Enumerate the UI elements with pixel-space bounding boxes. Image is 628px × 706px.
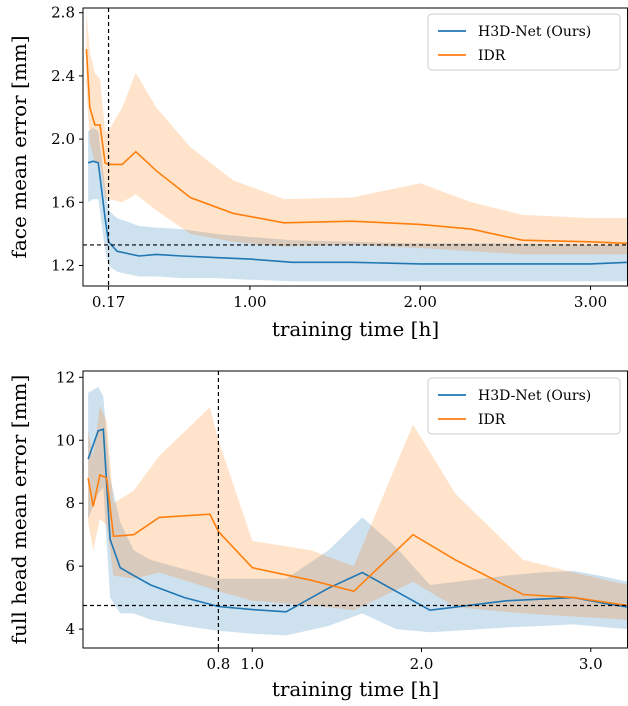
y-tick-label: 2.4: [51, 67, 75, 85]
y-axis-label: face mean error [mm]: [7, 35, 31, 258]
y-tick-label: 2.8: [51, 4, 75, 22]
x-tick-label: 0.17: [92, 293, 125, 311]
y-tick-label: 10: [56, 431, 75, 449]
legend: H3D-Net (Ours) IDR: [427, 13, 621, 71]
y-tick-label: 8: [65, 494, 75, 512]
x-tick-label: 1.0: [240, 655, 264, 673]
x-tick-label: 3.00: [574, 293, 607, 311]
y-tick-label: 1.6: [51, 193, 75, 211]
y-tick-label: 4: [65, 620, 75, 638]
series-band-1: [88, 386, 628, 636]
x-tick-label: 3.0: [579, 655, 603, 673]
y-tick-label: 12: [56, 368, 75, 386]
x-tick-label: 1.00: [233, 293, 266, 311]
legend-box: [427, 13, 621, 71]
x-tick-label: 0.8: [206, 655, 230, 673]
legend: H3D-Net (Ours) IDR: [427, 377, 621, 435]
x-tick-label: 2.00: [404, 293, 437, 311]
series-band-2: [88, 405, 628, 620]
y-tick-label: 2.0: [51, 130, 75, 148]
x-axis-label: training time [h]: [272, 317, 439, 341]
chart-2: 0.8 1.0 2.0 3.0 4 6 8 10 12 training time [h] full…: [7, 368, 628, 701]
legend-label: IDR: [478, 412, 506, 428]
series-line-2: [87, 473, 628, 607]
chart-1: 0.17 1.00 2.00 3.00 1.2 1.6 2.0 2.4 2.8 training …: [7, 4, 628, 341]
legend-box: [427, 377, 621, 435]
y-axis-label: full head mean error [mm]: [7, 375, 31, 645]
y-tick-label: 1.2: [51, 256, 75, 274]
x-axis-label: training time [h]: [272, 677, 439, 701]
y-tick-label: 6: [65, 557, 75, 575]
legend-label: H3D-Net (Ours): [478, 388, 591, 404]
x-tick-label: 2.0: [410, 655, 434, 673]
series-line-2: [85, 49, 628, 245]
series-line-1: [87, 160, 628, 265]
legend-label: IDR: [478, 48, 506, 64]
series-band-1: [88, 128, 628, 282]
series-line-1: [87, 428, 628, 613]
series-band-2: [86, 9, 628, 255]
legend-label: H3D-Net (Ours): [478, 24, 591, 40]
